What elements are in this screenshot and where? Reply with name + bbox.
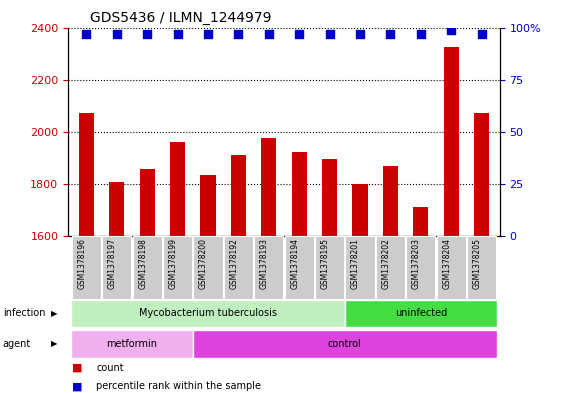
Bar — [383, 165, 398, 393]
Bar — [71, 300, 345, 327]
Text: ■: ■ — [73, 363, 83, 373]
Bar — [72, 236, 101, 299]
Text: GSM1378200: GSM1378200 — [199, 238, 208, 289]
Text: Mycobacterium tuberculosis: Mycobacterium tuberculosis — [139, 309, 277, 318]
Bar — [140, 169, 155, 393]
Text: infection: infection — [3, 309, 45, 318]
Bar — [413, 207, 428, 393]
Point — [325, 31, 334, 37]
Point — [234, 31, 243, 37]
Text: GSM1378199: GSM1378199 — [169, 238, 178, 289]
Point — [112, 31, 122, 37]
Text: GSM1378203: GSM1378203 — [412, 238, 421, 289]
Text: percentile rank within the sample: percentile rank within the sample — [96, 381, 261, 391]
Bar — [474, 114, 489, 393]
Bar — [109, 182, 124, 393]
Text: GSM1378204: GSM1378204 — [442, 238, 451, 289]
Bar — [345, 300, 497, 327]
Text: ▶: ▶ — [51, 340, 57, 348]
Point — [446, 26, 456, 33]
Text: agent: agent — [3, 339, 31, 349]
Text: control: control — [328, 339, 362, 349]
Bar — [315, 236, 344, 299]
Text: uninfected: uninfected — [395, 309, 447, 318]
Bar — [163, 236, 192, 299]
Bar — [170, 142, 185, 393]
Text: GSM1378202: GSM1378202 — [381, 238, 390, 288]
Text: count: count — [96, 363, 124, 373]
Bar — [79, 114, 94, 393]
Text: GSM1378198: GSM1378198 — [138, 238, 147, 288]
Text: GDS5436 / ILMN_1244979: GDS5436 / ILMN_1244979 — [90, 11, 272, 25]
Text: ▶: ▶ — [51, 309, 57, 318]
Text: GSM1378195: GSM1378195 — [320, 238, 329, 289]
Bar — [467, 236, 496, 299]
Text: GSM1378194: GSM1378194 — [290, 238, 299, 289]
Bar — [71, 330, 193, 358]
Point — [386, 31, 395, 37]
Point — [203, 31, 212, 37]
Point — [295, 31, 304, 37]
Bar — [291, 152, 307, 393]
Point — [416, 31, 425, 37]
Text: GSM1378196: GSM1378196 — [77, 238, 86, 289]
Text: GSM1378192: GSM1378192 — [229, 238, 239, 288]
Bar — [376, 236, 405, 299]
Point — [173, 31, 182, 37]
Point — [82, 31, 91, 37]
Bar — [231, 155, 246, 393]
Bar — [254, 236, 283, 299]
Text: GSM1378193: GSM1378193 — [260, 238, 269, 289]
Bar — [201, 174, 216, 393]
Bar — [224, 236, 253, 299]
Bar — [102, 236, 131, 299]
Text: GSM1378197: GSM1378197 — [108, 238, 117, 289]
Point — [356, 31, 365, 37]
Bar — [406, 236, 436, 299]
Bar — [285, 236, 314, 299]
Text: GSM1378205: GSM1378205 — [473, 238, 482, 289]
Bar — [352, 184, 367, 393]
Bar — [193, 330, 497, 358]
Point — [264, 31, 273, 37]
Bar — [322, 159, 337, 393]
Text: GSM1378201: GSM1378201 — [351, 238, 360, 288]
Text: ■: ■ — [73, 381, 83, 391]
Bar — [437, 236, 466, 299]
Bar — [132, 236, 162, 299]
Point — [477, 31, 486, 37]
Bar — [261, 138, 277, 393]
Bar — [444, 47, 459, 393]
Point — [143, 31, 152, 37]
Bar — [194, 236, 223, 299]
Text: metformin: metformin — [107, 339, 157, 349]
Bar — [345, 236, 374, 299]
